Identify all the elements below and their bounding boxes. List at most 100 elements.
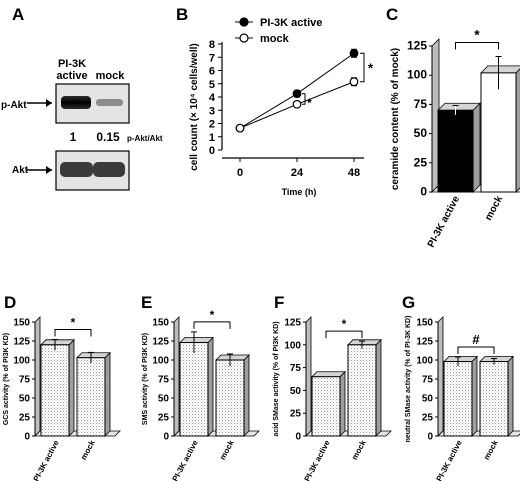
significance-marker: # (472, 332, 480, 347)
category-label: mock (482, 438, 500, 461)
bar-side (339, 370, 346, 437)
y-tick-label: 4 (209, 92, 216, 104)
bar (347, 344, 377, 437)
y-tick-label: 150 (416, 318, 433, 329)
category-label: PI-3K active (435, 438, 464, 481)
panel-f-chart: 0 25 50 75 100 125 acid SMase activity (% of P… (273, 316, 392, 481)
significance-marker: * (210, 308, 215, 322)
y-axis-label: ceramide content (% of mock) (390, 48, 401, 190)
bar-top (311, 371, 346, 378)
y-tick-label: 6 (209, 66, 215, 78)
y-axis-label: neutral SMase activity (% of PI-3K KD) (405, 316, 412, 443)
significance-bracket (325, 330, 363, 339)
bar-side (515, 68, 520, 193)
y-tick-label: 75 (290, 363, 302, 374)
y-tick-label: 7 (209, 52, 215, 64)
significance-marker: * (474, 27, 480, 43)
data-point (292, 89, 302, 99)
y-tick-label: 50 (414, 126, 428, 140)
y-tick-label: 25 (422, 413, 434, 424)
y-tick-label: 75 (422, 375, 434, 386)
significance-marker: * (342, 317, 347, 331)
p-akt-band-active (61, 96, 91, 109)
bar-top (215, 354, 250, 361)
y-tick-label: 100 (13, 356, 30, 367)
y-tick-label: 25 (290, 409, 302, 420)
data-point (292, 99, 302, 109)
panel-letter-c: C (386, 5, 398, 24)
x-tick-label: 24 (291, 167, 304, 179)
significance-bracket (360, 52, 365, 83)
bar-top (179, 337, 214, 343)
y-tick-label: 8 (209, 39, 215, 51)
bar (443, 361, 473, 437)
category-label: mock (218, 438, 236, 461)
y-tick-label: 100 (284, 340, 301, 351)
panel-letter-e: E (141, 293, 152, 312)
ratio-active: 1 (70, 130, 77, 144)
bar (437, 109, 474, 193)
bar (76, 357, 106, 437)
x-axis-label: Time (h) (282, 187, 317, 197)
y-tick-label: 50 (290, 386, 302, 397)
y-tick-label: 2 (209, 119, 215, 131)
legend-label: mock (260, 33, 290, 45)
significance-marker: * (71, 315, 76, 329)
category-label: PI-3K active (171, 438, 200, 481)
axis-wall (34, 316, 41, 437)
data-point (235, 123, 245, 133)
significance-marker: * (307, 96, 312, 110)
y-tick-label: 50 (422, 394, 434, 405)
lane-label-active: active (56, 70, 87, 82)
significance-marker: * (368, 61, 374, 76)
bar (215, 359, 245, 437)
y-tick-label: 150 (13, 318, 30, 329)
y-tick-label: 150 (152, 318, 169, 329)
p-akt-row-label: p-Akt (1, 100, 27, 111)
axis-wall (305, 316, 312, 437)
y-tick-label: 75 (19, 375, 31, 386)
akt-band-mock (93, 162, 125, 177)
p-akt-band-mock (96, 99, 123, 106)
y-tick-label: 5 (209, 79, 215, 91)
y-tick-label: 0 (209, 145, 215, 157)
y-tick-label: 25 (19, 413, 31, 424)
category-label: PI-3K active (426, 194, 463, 250)
x-tick-label: 0 (237, 167, 243, 179)
y-axis-label: SMS activity (% of PI3K KD) (142, 333, 149, 425)
bar-side (375, 338, 382, 437)
bar (480, 72, 517, 193)
y-tick-label: 0 (163, 432, 169, 443)
ratio-mock: 0.15 (96, 130, 120, 144)
y-axis-label: cell count (× 10⁴ cells/well) (189, 43, 200, 171)
data-point (349, 48, 359, 58)
significance-bracket (455, 42, 499, 50)
axis-wall (173, 316, 180, 437)
bar-top (437, 102, 481, 111)
y-tick-label: 0 (427, 432, 433, 443)
axis-wall (437, 316, 444, 437)
y-tick-label: 50 (19, 394, 31, 405)
akt-row-label: Akt (12, 165, 29, 176)
significance-bracket (193, 321, 231, 329)
bar-side (104, 351, 111, 437)
y-tick-label: 125 (416, 337, 433, 348)
lane-label-mock: mock (96, 70, 126, 82)
panel-letter-a: A (12, 5, 24, 24)
category-label: mock (79, 438, 97, 461)
bar-top (479, 356, 514, 362)
category-label: mock (350, 438, 368, 461)
bar (40, 344, 70, 437)
bar-side (507, 355, 514, 437)
bar-side (472, 102, 481, 193)
akt-band-active (60, 162, 93, 177)
significance-bracket (54, 328, 92, 337)
y-tick-label: 100 (416, 356, 433, 367)
y-tick-label: 50 (158, 394, 170, 405)
lane-label-pi3k: PI-3K (58, 58, 86, 70)
bar-side (207, 336, 214, 437)
y-tick-label: 25 (158, 413, 170, 424)
